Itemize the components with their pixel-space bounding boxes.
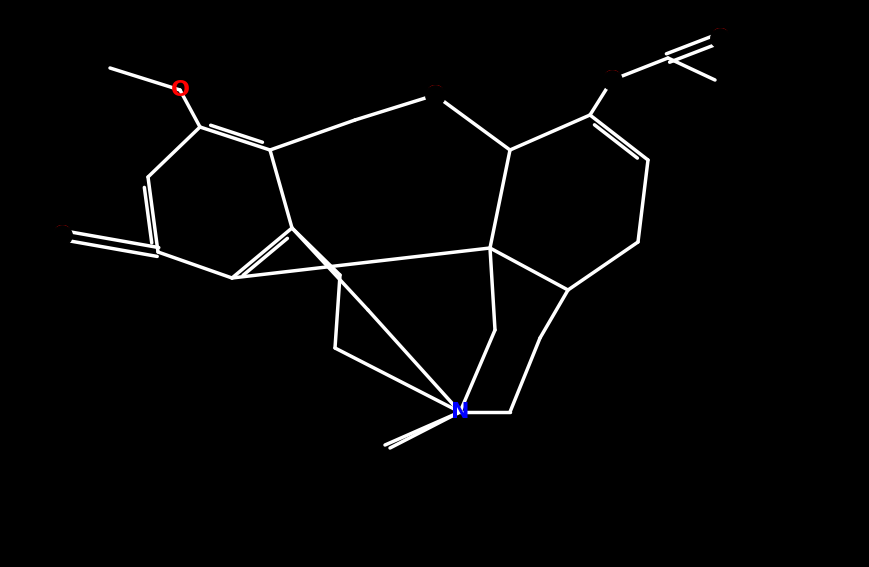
- Text: O: O: [170, 80, 189, 100]
- Text: O: O: [602, 70, 621, 90]
- Text: N: N: [451, 402, 469, 422]
- Text: O: O: [711, 28, 729, 48]
- Text: O: O: [52, 225, 71, 245]
- Text: O: O: [426, 85, 445, 105]
